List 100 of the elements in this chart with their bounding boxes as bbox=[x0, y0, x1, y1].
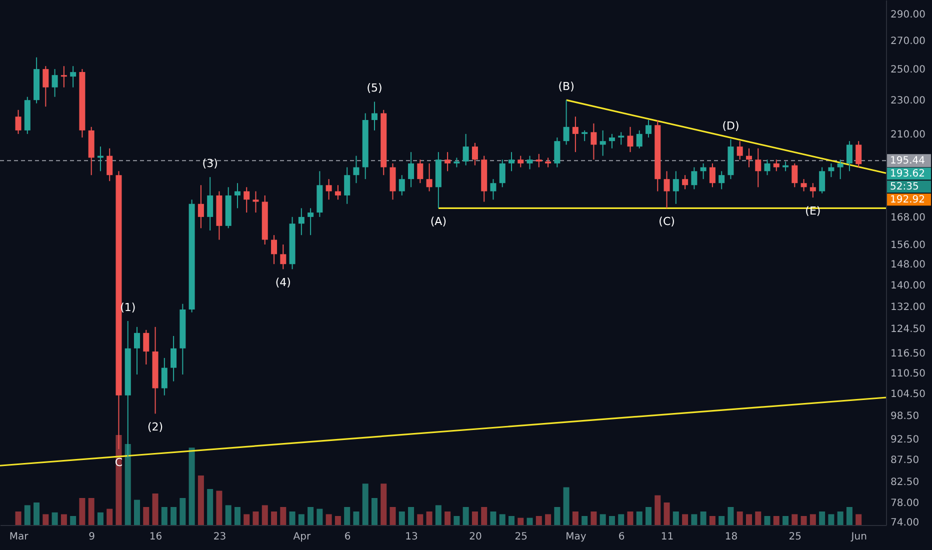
bar bbox=[244, 514, 250, 525]
bar bbox=[252, 512, 259, 525]
candlestick bbox=[764, 159, 770, 176]
bar bbox=[792, 514, 798, 525]
bar bbox=[582, 516, 588, 525]
x-tick-label: 6 bbox=[344, 532, 351, 542]
candlestick bbox=[52, 68, 58, 98]
x-tick-label: 18 bbox=[724, 532, 738, 542]
candlestick bbox=[70, 66, 76, 88]
y-tick-label: 104.50 bbox=[890, 389, 926, 400]
candlestick bbox=[554, 136, 560, 168]
bar bbox=[60, 514, 67, 525]
bar bbox=[545, 514, 552, 525]
candlestick bbox=[106, 148, 113, 182]
bar bbox=[216, 490, 222, 525]
y-tick-label: 140.00 bbox=[890, 280, 926, 292]
candlestick bbox=[462, 133, 469, 166]
candlestick bbox=[353, 155, 360, 184]
bar bbox=[554, 507, 560, 525]
bar bbox=[746, 514, 752, 525]
bar bbox=[34, 502, 40, 525]
candlestick bbox=[618, 132, 624, 146]
candlestick bbox=[646, 120, 652, 138]
candlestick bbox=[444, 152, 451, 172]
y-tick-label: 168.00 bbox=[890, 212, 926, 224]
candlestick bbox=[417, 159, 424, 184]
text: 52:35 bbox=[890, 182, 919, 193]
bar bbox=[837, 512, 844, 525]
x-tick-label: 25 bbox=[788, 532, 802, 542]
candlestick bbox=[664, 170, 670, 209]
candlestick bbox=[773, 159, 780, 172]
bar bbox=[764, 516, 770, 525]
bar bbox=[134, 500, 140, 525]
bar bbox=[152, 494, 158, 525]
bar bbox=[773, 516, 780, 525]
bar bbox=[88, 498, 94, 525]
candlestick bbox=[736, 140, 743, 160]
candlestick bbox=[755, 148, 762, 188]
bar bbox=[654, 495, 661, 525]
x-tick-label: Mar bbox=[9, 532, 30, 542]
bar bbox=[198, 476, 204, 525]
annotation: (D) bbox=[722, 119, 740, 132]
candlestick bbox=[161, 357, 168, 396]
annotation: (C) bbox=[658, 215, 675, 228]
bar bbox=[490, 512, 496, 525]
y-tick-label: 74.00 bbox=[890, 517, 920, 528]
bar bbox=[170, 507, 177, 525]
annotation: C bbox=[114, 456, 123, 470]
y-tick-label: 98.50 bbox=[890, 411, 920, 422]
bar bbox=[664, 502, 670, 525]
annotation: (5) bbox=[366, 82, 382, 95]
y-tick-label: 250.00 bbox=[890, 64, 926, 76]
candlestick bbox=[42, 66, 49, 108]
bar bbox=[828, 514, 834, 525]
annotation: (A) bbox=[430, 215, 446, 228]
bar bbox=[380, 484, 387, 525]
bar bbox=[426, 512, 432, 525]
bar bbox=[646, 507, 652, 525]
annotation: (2) bbox=[147, 420, 164, 434]
bar bbox=[52, 512, 58, 525]
y-tick-label: 270.00 bbox=[890, 36, 926, 47]
candlestick bbox=[170, 335, 177, 382]
bar bbox=[518, 518, 524, 525]
x-tick-label: 11 bbox=[660, 532, 674, 542]
candlestick bbox=[600, 130, 606, 156]
y-tick-label: 124.50 bbox=[890, 324, 926, 335]
candlestick bbox=[472, 142, 478, 166]
candlestick bbox=[691, 166, 698, 190]
y-tick-label: 87.50 bbox=[890, 455, 920, 466]
text: 192.92 bbox=[890, 194, 925, 206]
ref-line-label: 195.44 bbox=[890, 156, 925, 167]
bar bbox=[846, 507, 852, 525]
candlestick bbox=[810, 182, 816, 198]
candlestick bbox=[582, 130, 588, 142]
bar bbox=[736, 512, 743, 525]
bar bbox=[188, 448, 195, 525]
bar bbox=[106, 508, 113, 525]
candlestick bbox=[426, 162, 432, 192]
bar bbox=[636, 512, 642, 525]
y-tick-label: 290.00 bbox=[890, 9, 926, 20]
bar bbox=[42, 514, 49, 525]
candlestick bbox=[672, 170, 679, 204]
annotation: (B) bbox=[558, 80, 574, 94]
bar bbox=[207, 489, 214, 525]
y-tick-label: 82.50 bbox=[890, 477, 920, 488]
y-tick-label: 148.00 bbox=[890, 260, 926, 271]
candlestick bbox=[134, 326, 140, 375]
candlestick bbox=[508, 152, 515, 172]
bar bbox=[454, 516, 460, 525]
bar bbox=[353, 512, 360, 525]
x-tick-label: 23 bbox=[213, 532, 226, 542]
candlestick bbox=[244, 186, 250, 214]
bar bbox=[856, 514, 862, 525]
candlestick bbox=[344, 166, 350, 204]
bar bbox=[472, 512, 478, 525]
annotation: (3) bbox=[202, 157, 218, 170]
bar bbox=[280, 507, 286, 525]
candlestick bbox=[143, 329, 150, 365]
candlestick bbox=[608, 133, 615, 149]
x-tick-label: 6 bbox=[618, 532, 625, 542]
